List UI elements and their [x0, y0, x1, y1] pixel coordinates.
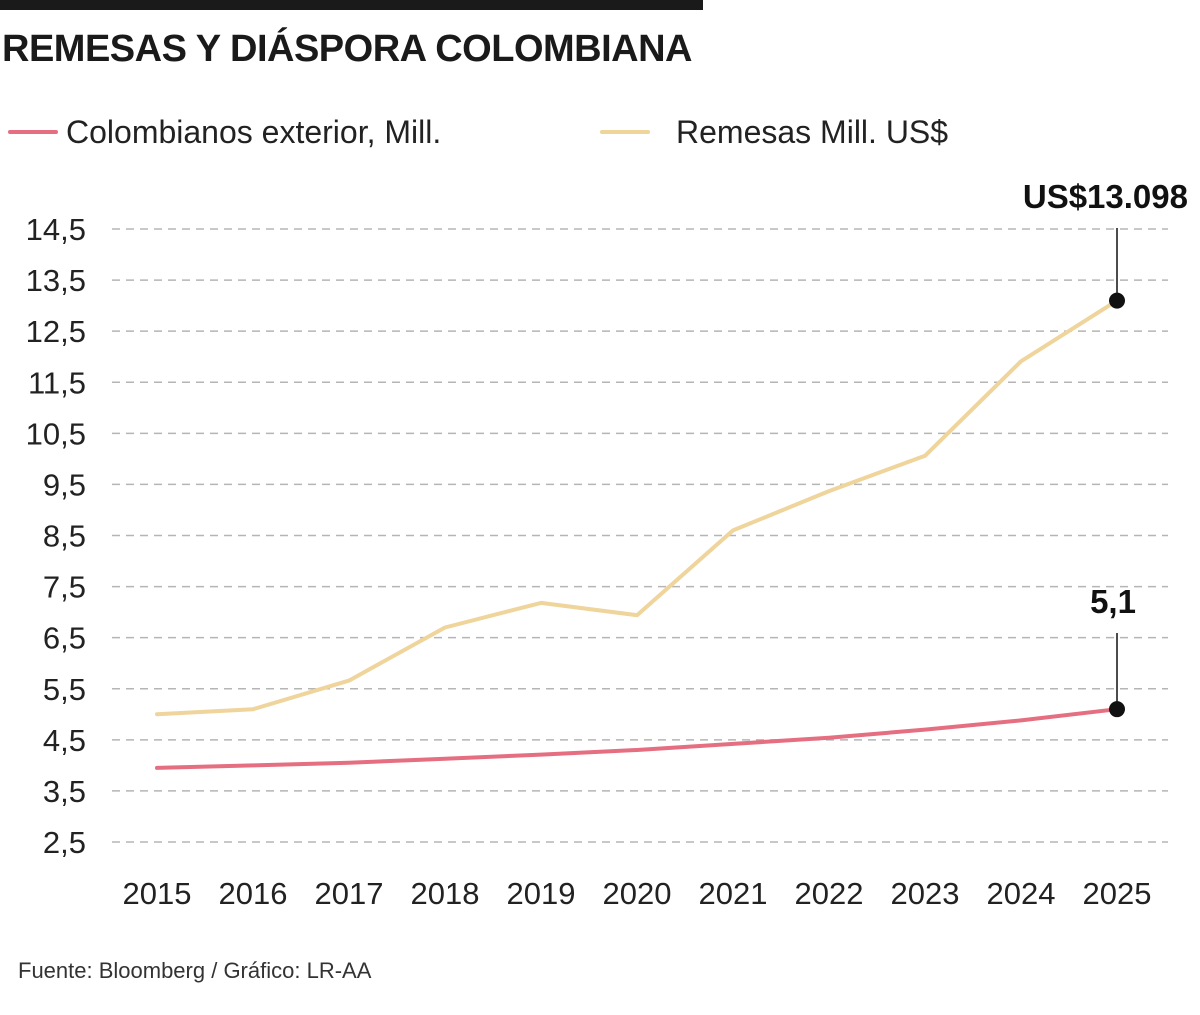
- y-tick-label: 13,5: [26, 263, 86, 298]
- legend-swatch-colombianos: [8, 130, 58, 134]
- y-tick-label: 6,5: [43, 621, 86, 656]
- top-rule: [0, 0, 703, 10]
- y-tick-label: 2,5: [43, 825, 86, 860]
- annotation-label: US$13.098: [1023, 178, 1188, 215]
- x-tick-label: 2016: [219, 876, 288, 911]
- x-tick-label: 2020: [603, 876, 672, 911]
- series-line-0: [155, 707, 1119, 770]
- y-tick-label: 4,5: [43, 723, 86, 758]
- source-note: Fuente: Bloomberg / Gráfico: LR-AA: [18, 958, 372, 983]
- x-tick-label: 2018: [411, 876, 480, 911]
- x-tick-label: 2017: [315, 876, 384, 911]
- x-tick-label: 2024: [987, 876, 1056, 911]
- y-tick-label: 8,5: [43, 519, 86, 554]
- x-tick-label: 2025: [1083, 876, 1152, 911]
- y-tick-label: 14,5: [26, 212, 86, 247]
- y-tick-label: 7,5: [43, 570, 86, 605]
- y-tick-label: 10,5: [26, 416, 86, 451]
- legend-item-colombianos: Colombianos exterior, Mill.: [8, 108, 441, 156]
- y-tick-label: 3,5: [43, 774, 86, 809]
- annotation-label: 5,1: [1090, 583, 1136, 620]
- annotation-marker: [1109, 292, 1125, 309]
- legend-item-remesas: Remesas Mill. US$: [600, 108, 948, 156]
- y-tick-label: 5,5: [43, 672, 86, 707]
- x-tick-label: 2021: [699, 876, 768, 911]
- legend-swatch-remesas: [600, 130, 650, 134]
- legend-label-colombianos: Colombianos exterior, Mill.: [66, 113, 442, 150]
- y-tick-label: 9,5: [43, 467, 86, 502]
- y-tick-label: 11,5: [28, 365, 86, 400]
- legend-label-remesas: Remesas Mill. US$: [676, 113, 949, 150]
- annotation-marker: [1109, 701, 1125, 718]
- chart-title: REMESAS Y DIÁSPORA COLOMBIANA: [2, 28, 692, 70]
- y-tick-label: 12,5: [26, 314, 86, 349]
- x-tick-label: 2015: [123, 876, 192, 911]
- x-tick-label: 2022: [795, 876, 864, 911]
- x-tick-label: 2019: [507, 876, 576, 911]
- series-line-1: [155, 298, 1119, 717]
- x-tick-label: 2023: [891, 876, 960, 911]
